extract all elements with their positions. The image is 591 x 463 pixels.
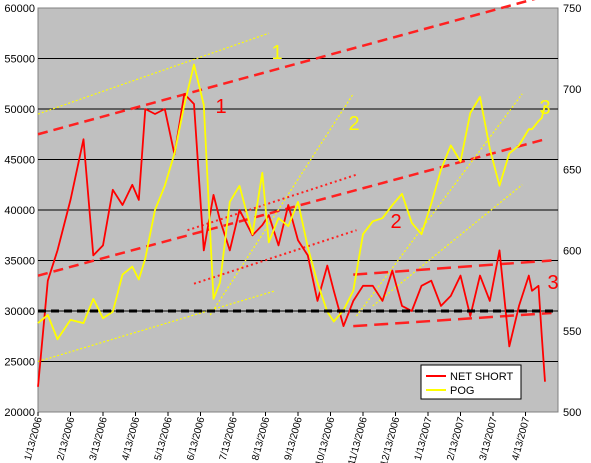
trend-line	[193, 229, 357, 285]
x-tick-label: 4/13/2007	[510, 416, 532, 462]
x-tick-label: 2/13/2007	[445, 416, 467, 462]
y-right-tick-label: 600	[563, 245, 581, 257]
annotations: 1 2 3 1 2 3	[215, 42, 558, 294]
legend: NET SHORT POG	[420, 364, 522, 400]
y-left-tick-label: 20000	[4, 407, 35, 419]
trend-line	[353, 259, 552, 276]
y-left-tick-label: 35000	[4, 256, 35, 268]
x-tick-label: 3/13/2006	[88, 416, 110, 462]
annotation-label: 1	[215, 96, 226, 118]
annotation-label: 1	[271, 42, 282, 64]
series-line-net-short	[37, 93, 546, 387]
x-tick-label: 12/13/2006	[379, 416, 403, 463]
y-left-tick-label: 60000	[4, 3, 35, 15]
y-axis-right: 500 550 600 650 700 750	[563, 3, 581, 419]
x-tick-label: 6/13/2006	[185, 416, 207, 462]
x-tick-label: 2/13/2006	[55, 416, 77, 462]
series-group	[37, 63, 546, 387]
annotation-label: 2	[390, 211, 401, 233]
y-axis-left: 20000 25000 30000 35000 40000 45000 50000 55000…	[4, 3, 35, 419]
y-right-tick-label: 550	[563, 326, 581, 338]
trend-line	[372, 184, 523, 307]
y-left-tick-label: 30000	[4, 306, 35, 318]
trend-line	[37, 0, 536, 136]
x-tick-label: 5/13/2006	[153, 416, 175, 462]
x-tick-label: 4/13/2006	[120, 416, 142, 462]
legend-box	[420, 364, 522, 400]
x-tick-label: 1/13/2006	[23, 416, 45, 462]
x-tick-label: 7/13/2006	[218, 416, 240, 462]
x-tick-label: 10/13/2006	[314, 416, 338, 463]
annotation-label: 3	[547, 272, 558, 294]
y-right-tick-label: 650	[563, 165, 581, 177]
series-line-pog	[37, 63, 546, 341]
y-left-tick-label: 55000	[4, 54, 35, 66]
x-tick-label: 8/13/2006	[250, 416, 272, 462]
legend-entry-label: NET SHORT	[450, 371, 513, 383]
x-tick-label: 9/13/2006	[283, 416, 305, 462]
y-left-tick-label: 45000	[4, 155, 35, 167]
x-tick-label: 11/13/2006	[347, 416, 371, 463]
x-tick-label: 1/13/2007	[413, 416, 435, 462]
annotation-label: 3	[539, 97, 550, 119]
trend-line	[37, 32, 269, 115]
y-right-tick-label: 750	[563, 3, 581, 15]
legend-entry-label: POG	[450, 385, 474, 397]
y-right-tick-label: 700	[563, 84, 581, 96]
annotation-label: 2	[348, 113, 359, 135]
trend-line	[37, 290, 276, 363]
y-left-tick-label: 50000	[4, 104, 35, 116]
y-left-tick-label: 40000	[4, 205, 35, 217]
y-left-tick-label: 25000	[4, 357, 35, 369]
x-axis: 1/13/2006 2/13/2006 3/13/2006 4/13/2006 5/13…	[23, 412, 533, 463]
y-right-tick-label: 500	[563, 407, 581, 419]
trend-line	[353, 311, 552, 328]
x-tick-label: 3/13/2007	[478, 416, 500, 462]
